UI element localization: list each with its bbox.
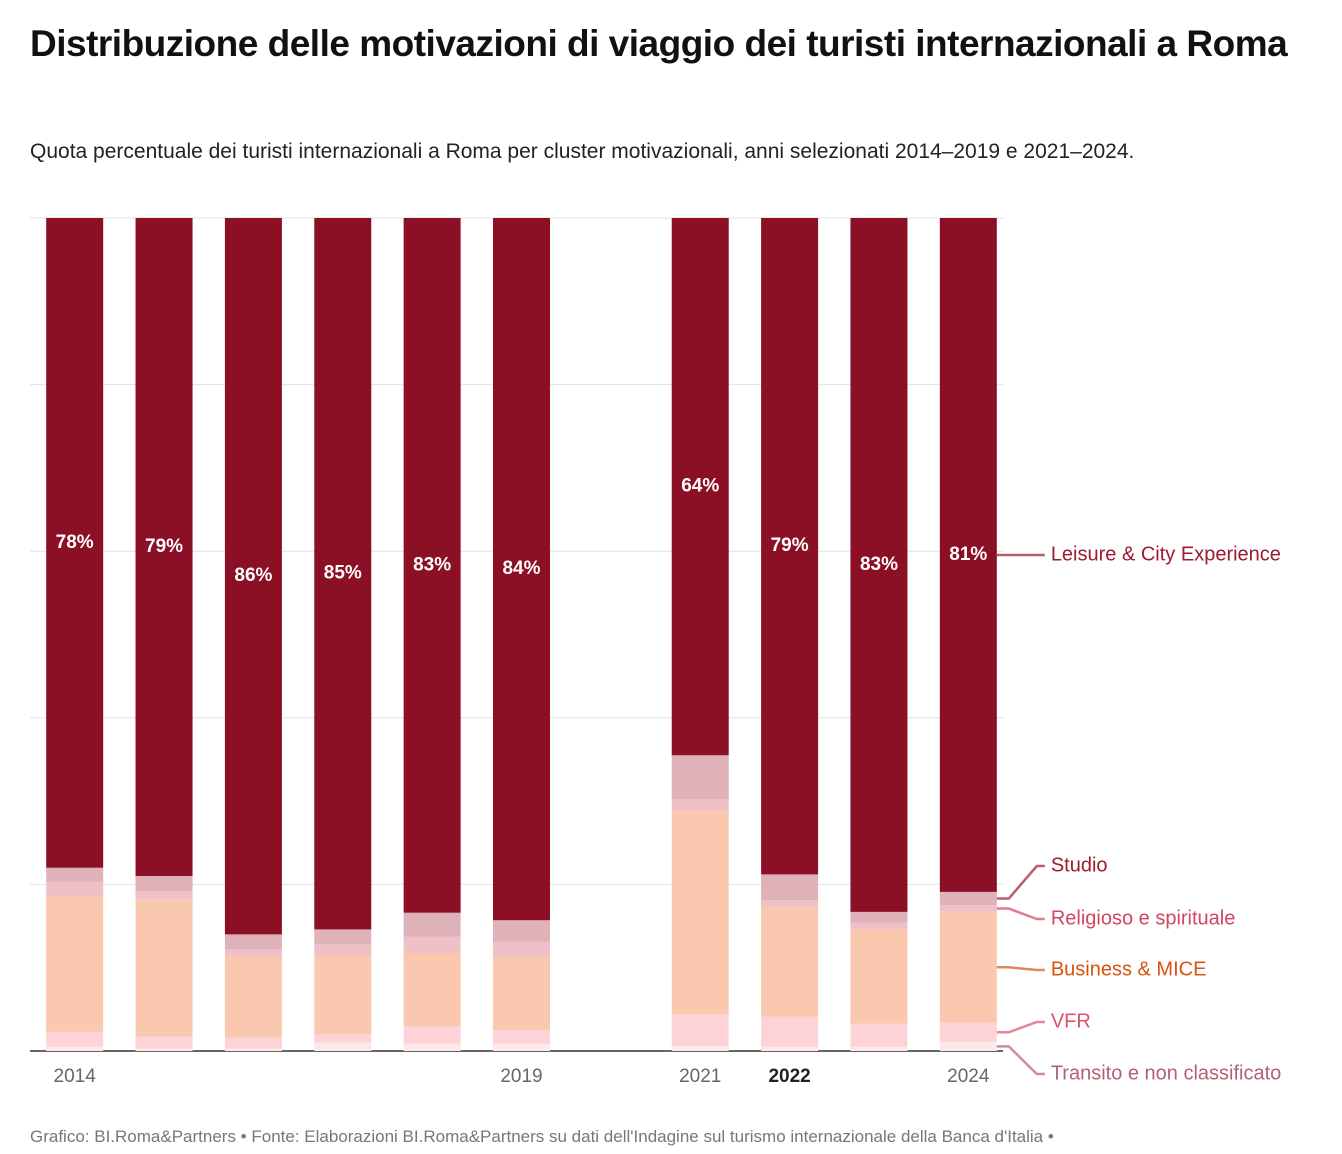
bar-segment (671, 1014, 729, 1047)
bar-segment (761, 906, 819, 1017)
bar-segment (761, 900, 819, 907)
bar-segment (224, 934, 282, 950)
legend-connector (996, 1020, 1045, 1034)
bar-segment (46, 1046, 104, 1051)
value-label: 64% (681, 476, 719, 497)
chart-subtitle: Quota percentuale dei turisti internazio… (30, 140, 1135, 163)
bar-segment (314, 944, 372, 957)
chart: 2014 78% 79% 86% 85% 83% 2019 84% 2021 64% 2022 79%… (30, 217, 1281, 1087)
bar-segment (761, 1016, 819, 1047)
bar-segment (850, 922, 908, 930)
x-tick-label: 2019 (500, 1066, 542, 1087)
legend-connector (996, 864, 1045, 900)
bar-segment (850, 1023, 908, 1047)
bar-segment (493, 941, 550, 957)
bar-segment (939, 218, 997, 892)
value-label: 83% (413, 554, 451, 575)
bar-segment (493, 956, 550, 1031)
value-label: 79% (771, 535, 809, 556)
bar-segment (850, 1046, 908, 1051)
bar-segment (403, 218, 461, 913)
bar-segment (761, 874, 819, 901)
bar-segment (671, 218, 729, 756)
bar-segment (135, 1036, 193, 1049)
legend-connector (996, 907, 1045, 921)
bar-segment (493, 1030, 550, 1044)
bar-segment (939, 1022, 997, 1042)
bar-segment (761, 218, 819, 875)
bar-segment (403, 936, 461, 954)
bar-segment (314, 929, 372, 945)
bar-segment (314, 1034, 372, 1043)
bar-segment (850, 911, 908, 923)
bar-segment (224, 949, 282, 957)
bar-segment (939, 911, 997, 1023)
bar-segment (46, 1031, 104, 1047)
chart-title: Distribuzione delle motivazioni di viagg… (30, 23, 1288, 64)
bar-segment (403, 912, 461, 937)
x-tick-label: 2022 (768, 1066, 810, 1087)
bar-segment (135, 1048, 193, 1051)
bar-segment (761, 1046, 819, 1051)
bar-segment (939, 891, 997, 906)
legend-connector (996, 1045, 1045, 1076)
legend-label: Religioso e spirituale (1051, 907, 1236, 929)
value-label: 86% (234, 565, 272, 586)
value-label: 79% (145, 536, 183, 557)
bar-segment (850, 218, 908, 912)
bar-segment (314, 1042, 372, 1051)
value-label: 84% (502, 558, 540, 579)
value-label: 78% (56, 532, 94, 553)
bar-segment (224, 1037, 282, 1049)
source-note: Grafico: BI.Roma&Partners • Fonte: Elabo… (30, 1127, 1054, 1146)
bar-segment (671, 799, 729, 812)
legend-label: Business & MICE (1051, 958, 1207, 980)
bar-segment (224, 218, 282, 935)
bar-segment (135, 891, 193, 900)
legend-label: VFR (1051, 1010, 1091, 1032)
bar-segment (671, 1046, 729, 1051)
bar-segment (314, 218, 372, 930)
bar-segment (671, 811, 729, 1015)
bar-segment (493, 1043, 550, 1051)
bar-segment (403, 1026, 461, 1044)
bar-segment (135, 876, 193, 892)
bar-segment (493, 920, 550, 942)
bar-segment (135, 218, 193, 877)
bar-segment (850, 929, 908, 1024)
x-tick-label: 2014 (54, 1066, 97, 1087)
value-label: 85% (324, 563, 362, 584)
bar-segment (939, 1041, 997, 1051)
bar-segment (403, 1043, 461, 1051)
bar-segment (224, 1048, 282, 1051)
bar-segment (46, 881, 104, 897)
bar-segment (314, 956, 372, 1035)
legend-label: Leisure & City Experience (1051, 543, 1281, 565)
value-label: 83% (860, 554, 898, 575)
x-tick-label: 2024 (947, 1066, 990, 1087)
bar-segment (403, 953, 461, 1027)
bar-segment (671, 755, 729, 800)
value-label: 81% (949, 544, 987, 565)
legend-label: Studio (1051, 854, 1108, 876)
x-tick-label: 2021 (679, 1066, 721, 1087)
legend-label: Transito e non classificato (1051, 1062, 1281, 1084)
legend-connector (996, 966, 1045, 972)
bar-segment (493, 218, 550, 921)
bar-segment (46, 867, 104, 882)
bar-segment (135, 899, 193, 1037)
bar-segment (939, 905, 997, 912)
bar-segment (224, 956, 282, 1038)
bar-segment (46, 896, 104, 1032)
bar-segment (46, 218, 104, 868)
